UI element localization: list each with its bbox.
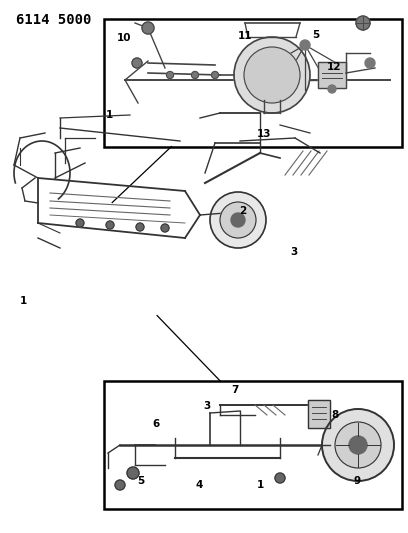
Circle shape	[356, 16, 370, 30]
Text: 1: 1	[20, 296, 27, 306]
Circle shape	[231, 213, 245, 227]
Text: 7: 7	[232, 385, 239, 395]
Circle shape	[322, 409, 394, 481]
Circle shape	[136, 223, 144, 231]
Bar	[104, 19, 402, 147]
Text: 3: 3	[290, 247, 297, 256]
Text: 5: 5	[137, 476, 144, 486]
Circle shape	[210, 192, 266, 248]
Text: 3: 3	[204, 401, 211, 411]
Text: 12: 12	[327, 62, 342, 71]
Bar	[104, 381, 402, 509]
Text: 2: 2	[239, 206, 246, 215]
Circle shape	[349, 436, 367, 454]
Circle shape	[115, 480, 125, 490]
Bar	[308, 400, 330, 428]
Circle shape	[220, 202, 256, 238]
Circle shape	[335, 422, 381, 468]
Text: 11: 11	[237, 31, 252, 41]
Circle shape	[211, 71, 219, 78]
Text: 13: 13	[257, 130, 272, 139]
Text: 1: 1	[106, 110, 113, 119]
Circle shape	[300, 40, 310, 50]
Circle shape	[365, 58, 375, 68]
Text: 1: 1	[257, 480, 264, 490]
Circle shape	[161, 224, 169, 232]
Circle shape	[244, 47, 300, 103]
Text: 6: 6	[152, 419, 160, 429]
Circle shape	[76, 219, 84, 227]
Bar	[318, 62, 346, 88]
Text: 5: 5	[313, 30, 320, 39]
Text: 10: 10	[117, 34, 132, 43]
Circle shape	[142, 22, 154, 34]
Bar	[318, 62, 346, 88]
Bar	[308, 400, 330, 428]
Text: 8: 8	[331, 410, 338, 419]
Text: 4: 4	[195, 480, 202, 490]
Circle shape	[166, 71, 173, 78]
Circle shape	[191, 71, 199, 78]
Text: 6114 5000: 6114 5000	[16, 13, 92, 27]
Circle shape	[275, 473, 285, 483]
Circle shape	[127, 467, 139, 479]
Circle shape	[328, 85, 336, 93]
Circle shape	[106, 221, 114, 229]
Circle shape	[234, 37, 310, 113]
Text: 9: 9	[353, 476, 361, 486]
Circle shape	[132, 58, 142, 68]
